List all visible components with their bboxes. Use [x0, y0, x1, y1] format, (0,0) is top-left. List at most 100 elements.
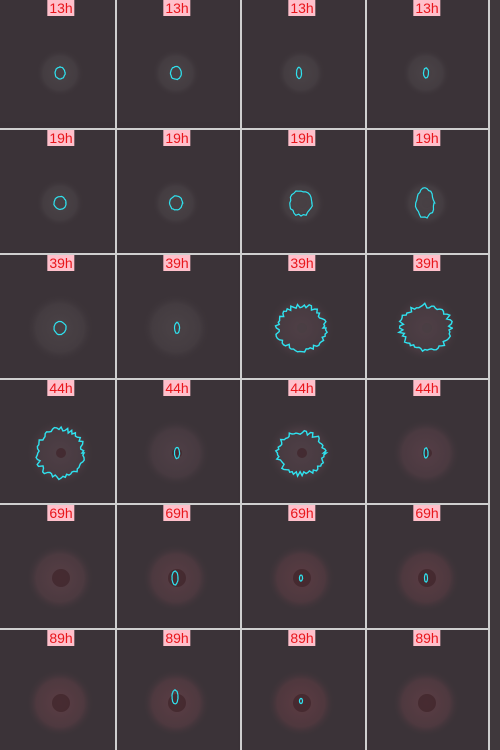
timepoint-label: 69h — [288, 505, 316, 521]
well-image-tile: 44h — [116, 380, 238, 502]
well-image-tile: 13h — [116, 0, 238, 122]
timepoint-label: 44h — [47, 380, 75, 396]
well-photo — [0, 255, 122, 377]
timepoint-label: 69h — [163, 505, 191, 521]
timepoint-label: 44h — [288, 380, 316, 396]
well-photo — [366, 130, 488, 252]
cell-contour — [53, 320, 67, 336]
well-photo — [116, 505, 238, 627]
grid-divider-vertical — [365, 0, 367, 750]
well-photo — [0, 505, 122, 627]
well-image-tile: 69h — [366, 505, 488, 627]
timepoint-label: 69h — [47, 505, 75, 521]
well-photo — [366, 505, 488, 627]
timepoint-label: 39h — [47, 255, 75, 271]
timepoint-label: 89h — [413, 630, 441, 646]
timepoint-label: 39h — [163, 255, 191, 271]
cell-contour — [422, 67, 430, 79]
well-image-tile: 19h — [241, 130, 363, 252]
well-image-tile: 89h — [366, 630, 488, 750]
grid-divider-vertical — [488, 0, 490, 750]
well-photo — [241, 255, 363, 377]
well-photo — [0, 630, 122, 750]
cell-contour — [274, 429, 329, 478]
cell-contour — [168, 195, 184, 211]
timepoint-label: 13h — [288, 0, 316, 16]
well-photo — [0, 380, 122, 502]
cell-contour — [171, 689, 179, 705]
well-photo — [241, 0, 363, 122]
well-photo — [241, 505, 363, 627]
timepoint-label: 19h — [288, 130, 316, 146]
well-image-tile: 89h — [0, 630, 122, 750]
well-image-tile: 69h — [0, 505, 122, 627]
well-image-tile: 89h — [241, 630, 363, 750]
well-image-tile: 13h — [366, 0, 488, 122]
cell-contour — [414, 187, 436, 219]
cell-contour — [53, 195, 67, 211]
well-image-tile: 19h — [366, 130, 488, 252]
timepoint-label: 39h — [413, 255, 441, 271]
cell-contour — [173, 321, 181, 334]
timepoint-label: 19h — [413, 130, 441, 146]
cell-contour — [54, 66, 66, 80]
timepoint-label: 13h — [47, 0, 75, 16]
timepoint-label: 44h — [163, 380, 191, 396]
well-image-tile: 69h — [116, 505, 238, 627]
cell-contour — [298, 697, 304, 705]
cell-contour — [173, 446, 181, 460]
well-image-tile: 39h — [366, 255, 488, 377]
well-photo — [116, 630, 238, 750]
grid-divider-horizontal — [0, 128, 500, 130]
well-image-tile: 19h — [0, 130, 122, 252]
timepoint-label: 89h — [288, 630, 316, 646]
cell-contour — [289, 190, 313, 217]
timepoint-label: 19h — [47, 130, 75, 146]
cell-contour — [298, 574, 304, 582]
timepoint-label: 89h — [163, 630, 191, 646]
well-image-tile: 44h — [241, 380, 363, 502]
well-photo — [241, 380, 363, 502]
right-edge-strip — [490, 0, 500, 750]
well-image-tile: 44h — [0, 380, 122, 502]
timepoint-label: 44h — [413, 380, 441, 396]
timepoint-label: 13h — [413, 0, 441, 16]
cell-contour — [169, 65, 182, 81]
well-image-tile: 89h — [116, 630, 238, 750]
well-photo — [366, 0, 488, 122]
grid-divider-horizontal — [0, 253, 500, 255]
well-image-tile: 44h — [366, 380, 488, 502]
well-photo — [366, 380, 488, 502]
timepoint-label: 69h — [413, 505, 441, 521]
well-photo — [241, 130, 363, 252]
timepoint-label: 89h — [47, 630, 75, 646]
grid-divider-vertical — [240, 0, 242, 750]
well-photo — [241, 630, 363, 750]
grid-divider-vertical — [115, 0, 117, 750]
timepoint-label: 39h — [288, 255, 316, 271]
cell-contour — [274, 303, 329, 353]
grid-divider-horizontal — [0, 628, 500, 630]
well-image-tile: 19h — [116, 130, 238, 252]
timepoint-label: 13h — [163, 0, 191, 16]
well-photo — [116, 380, 238, 502]
well-photo — [116, 130, 238, 252]
well-image-tile: 39h — [116, 255, 238, 377]
grid-divider-horizontal — [0, 378, 500, 380]
cell-contour — [171, 570, 179, 586]
well-image-tile: 13h — [0, 0, 122, 122]
well-photo — [116, 0, 238, 122]
well-image-tile: 13h — [241, 0, 363, 122]
well-photo — [0, 130, 122, 252]
cell-contour — [423, 447, 429, 459]
well-image-tile: 69h — [241, 505, 363, 627]
cell-contour — [35, 425, 86, 481]
well-photo — [366, 630, 488, 750]
cell-contour — [295, 66, 303, 80]
grid-divider-horizontal — [0, 503, 500, 505]
timepoint-label: 19h — [163, 130, 191, 146]
well-photo — [0, 0, 122, 122]
cell-contour — [423, 573, 429, 583]
well-image-tile: 39h — [0, 255, 122, 377]
